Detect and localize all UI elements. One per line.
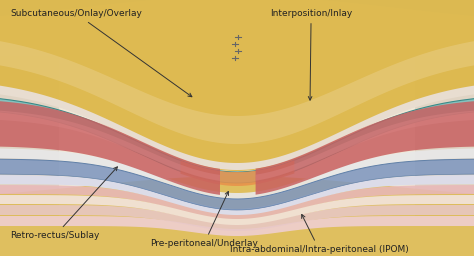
Polygon shape bbox=[0, 159, 474, 210]
Polygon shape bbox=[0, 0, 474, 171]
Text: Subcutaneous/Onlay/Overlay: Subcutaneous/Onlay/Overlay bbox=[10, 9, 192, 97]
Polygon shape bbox=[0, 111, 220, 181]
Polygon shape bbox=[0, 86, 474, 170]
Polygon shape bbox=[0, 56, 59, 216]
Text: Intra-abdominal/Intra-peritoneal (IPOM): Intra-abdominal/Intra-peritoneal (IPOM) bbox=[230, 215, 409, 254]
Polygon shape bbox=[0, 216, 474, 236]
Polygon shape bbox=[0, 175, 474, 215]
Text: Retro-rectus/Sublay: Retro-rectus/Sublay bbox=[10, 167, 118, 240]
Polygon shape bbox=[255, 101, 474, 195]
Polygon shape bbox=[0, 176, 474, 256]
Polygon shape bbox=[415, 56, 474, 216]
Polygon shape bbox=[181, 160, 294, 186]
Text: Interposition/Inlay: Interposition/Inlay bbox=[270, 9, 352, 100]
Polygon shape bbox=[0, 195, 474, 225]
Polygon shape bbox=[0, 99, 474, 183]
Polygon shape bbox=[0, 41, 474, 144]
Text: Pre-peritoneal/Underlay: Pre-peritoneal/Underlay bbox=[150, 191, 258, 249]
Polygon shape bbox=[0, 205, 474, 231]
Polygon shape bbox=[0, 148, 474, 200]
Polygon shape bbox=[0, 101, 220, 195]
Polygon shape bbox=[0, 185, 474, 220]
Polygon shape bbox=[255, 111, 474, 181]
